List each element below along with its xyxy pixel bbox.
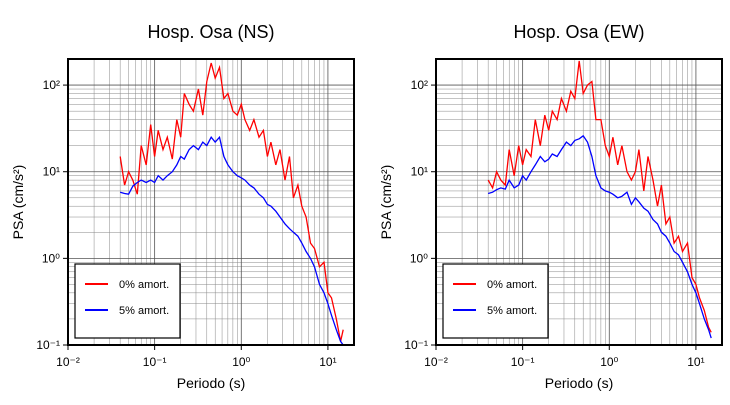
y-tick-label: 10⁻¹: [36, 338, 60, 352]
x-tick-label: 10⁻¹: [511, 355, 535, 369]
legend-box: [442, 263, 549, 339]
y-tick-label: 10²: [43, 78, 60, 92]
data-line: [487, 60, 712, 333]
legend-label: 0% amort.: [487, 279, 537, 291]
y-tick-label: 10¹: [43, 165, 60, 179]
x-tick-label: 10⁰: [232, 355, 250, 369]
panel: Hosp. Osa (NS) 10⁻² 10⁻¹ 10⁰ 10¹ 10⁻¹ 10⁰ 10¹ 10…: [10, 22, 355, 391]
x-tick-label: 10⁻²: [56, 355, 80, 369]
y-tick-label: 10⁰: [42, 251, 60, 265]
plot-frame: [67, 58, 355, 346]
y-tick-label: 10²: [411, 78, 428, 92]
panel: Hosp. Osa (EW) 10⁻² 10⁻¹ 10⁰ 10¹ 10⁻¹ 10⁰ 10¹ 10…: [378, 22, 723, 391]
x-tick-label: 10¹: [687, 355, 704, 369]
y-tick-label: 10¹: [411, 165, 428, 179]
legend-box: [74, 263, 181, 339]
legend-label: 0% amort.: [119, 279, 169, 291]
data-line: [488, 134, 712, 339]
x-tick-label: 10⁻²: [424, 355, 448, 369]
y-tick-label: 10⁻¹: [404, 338, 428, 352]
y-axis-label: PSA (cm/s²): [10, 165, 26, 240]
x-tick-label: 10¹: [319, 355, 336, 369]
x-axis-label: Periodo (s): [177, 375, 245, 391]
legend-label: 5% amort.: [119, 305, 169, 317]
chart-title: Hosp. Osa (NS): [147, 22, 274, 42]
y-axis-label: PSA (cm/s²): [378, 165, 394, 240]
x-tick-label: 10⁰: [600, 355, 618, 369]
data-line: [120, 135, 344, 346]
x-tick-label: 10⁻¹: [143, 355, 167, 369]
legend-label: 5% amort.: [487, 305, 537, 317]
data-line: [119, 62, 344, 342]
chart-title: Hosp. Osa (EW): [513, 22, 644, 42]
y-tick-label: 10⁰: [410, 251, 428, 265]
x-axis-label: Periodo (s): [545, 375, 613, 391]
plot-frame: [435, 58, 723, 346]
